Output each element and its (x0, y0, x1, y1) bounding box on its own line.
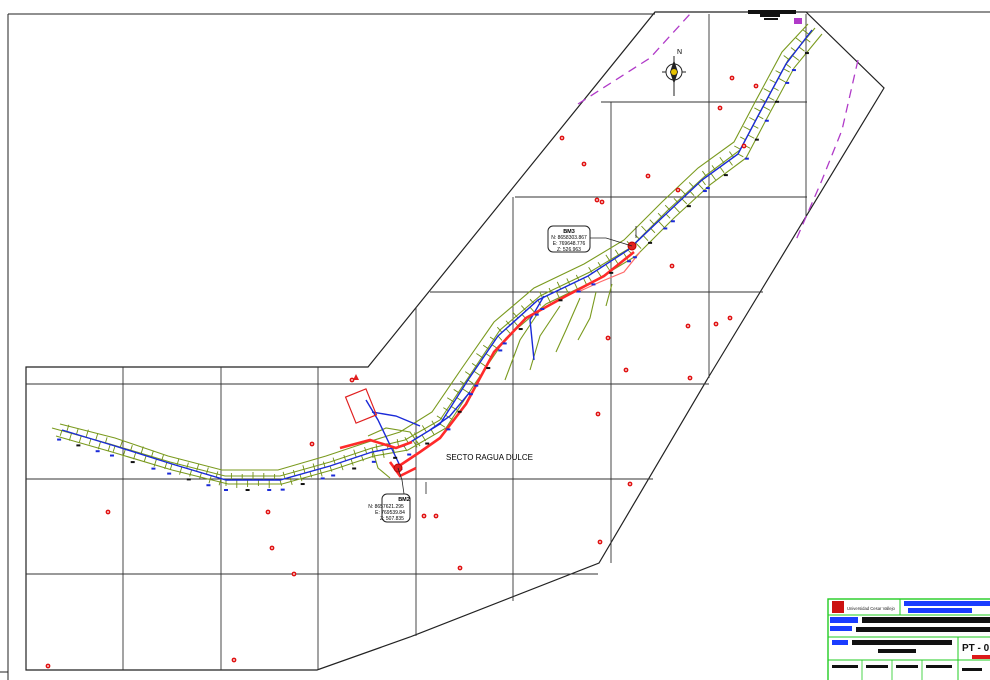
sheet-border (0, 11, 990, 680)
slope-hatching (59, 29, 811, 488)
bm2-label-id: BM2 (398, 497, 410, 503)
north-label: N (677, 49, 682, 56)
survey-area-boundary (25, 11, 885, 671)
coordinate-grid (26, 14, 807, 670)
bm3-label-e: E: 769648.776 (553, 241, 586, 247)
bm3-label-n: N: 8658303.867 (551, 235, 587, 241)
bm3-label-id: BM3 (563, 229, 575, 235)
bm2-callout-box (381, 493, 411, 523)
station-marks (57, 52, 809, 491)
sheet-code: PT - 0 (962, 643, 990, 654)
bm2-label-z: Z: 507.835 (380, 516, 404, 522)
benchmark-bm3: BM3 N: 8658303.867 E: 769648.776 Z: 526.… (547, 225, 637, 253)
bm2-label-e: E: 769539.84 (375, 510, 405, 516)
dashed-limit-lines (577, 13, 859, 241)
benchmark-bm2: BM2 N: 8657621.295 E: 769539.84 Z: 507.8… (368, 463, 427, 523)
institution-name: Universidad Cesar Vallejo (847, 606, 896, 611)
sector-label: SECTO RAGUA DULCE (446, 453, 533, 462)
road-edge-lines (61, 29, 813, 481)
university-logo (832, 601, 844, 613)
contour-lines (51, 23, 823, 485)
road-axis (339, 250, 635, 478)
reference-markers (45, 75, 759, 669)
structure-outline (344, 388, 378, 424)
title-block: Universidad Cesar Vallejo PT - 0 (827, 598, 990, 680)
north-arrow-icon: N (662, 49, 686, 96)
bm3-label-z: Z: 526.963 (557, 247, 581, 253)
bm2-label-n: N: 8657621.295 (368, 504, 404, 510)
top-notation-marks (748, 10, 802, 24)
bm3-callout-box (547, 225, 591, 253)
access-branch (577, 251, 641, 293)
small-pole-marker (353, 374, 359, 380)
